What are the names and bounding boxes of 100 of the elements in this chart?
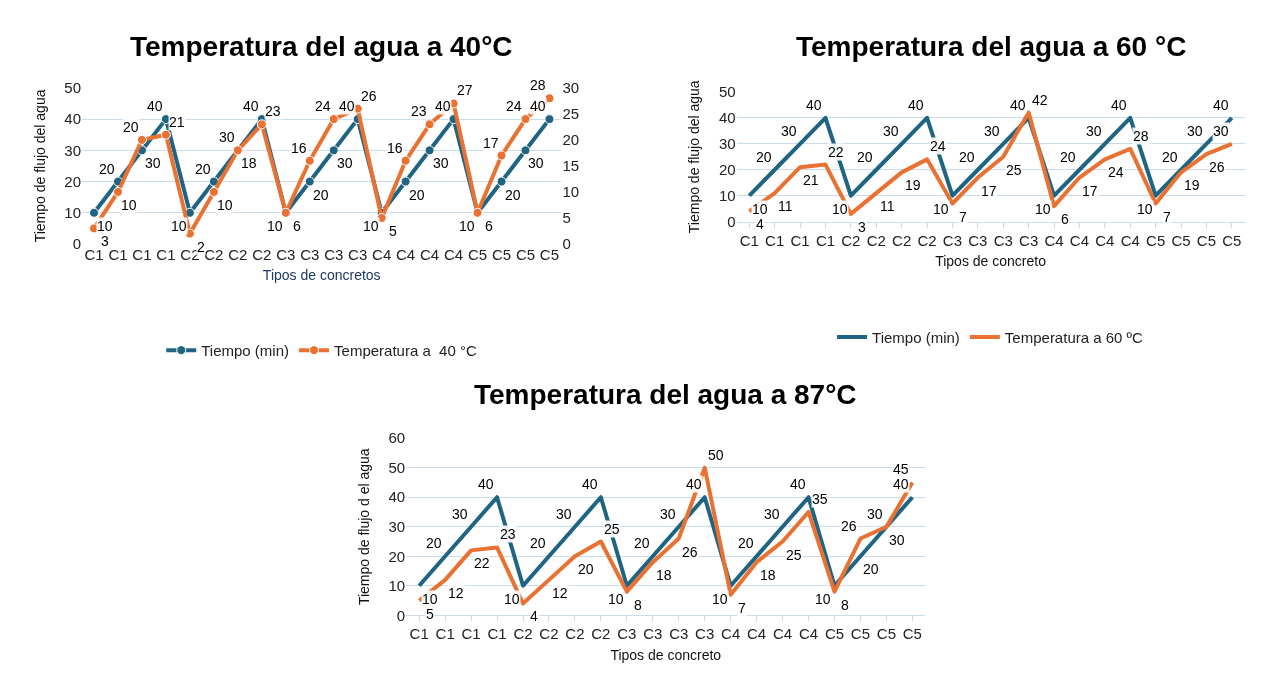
data-label: 5 (426, 606, 434, 622)
data-label: 23 (500, 526, 516, 542)
x-tick-label: C2 (539, 625, 559, 643)
data-label: 20 (426, 535, 442, 551)
x-tick-label: C1 (156, 246, 176, 264)
y-tick-label: 0 (396, 606, 406, 624)
y-axis-title: Tiempo de flujo d el agua (356, 448, 373, 606)
x-axis-title: Tipos de concretos (262, 267, 381, 284)
data-label: 10 (752, 201, 768, 217)
point (208, 186, 219, 197)
data-label: 30 (889, 532, 905, 548)
data-label: 24 (506, 98, 522, 114)
data-label: 20 (505, 187, 521, 203)
data-label: 19 (905, 177, 921, 193)
data-label: 6 (1061, 211, 1069, 227)
x-tick-label: C4 (1095, 231, 1115, 249)
point (496, 150, 507, 161)
data-label: 10 (504, 591, 520, 607)
data-label: 8 (841, 597, 849, 613)
data-label: 45 (893, 461, 909, 477)
y-tick-label: 40 (718, 109, 736, 127)
data-label: 10 (1035, 201, 1051, 217)
data-label: 30 (764, 506, 780, 522)
data-label: 27 (457, 82, 473, 98)
point (89, 207, 100, 218)
point (400, 155, 411, 166)
data-label: 26 (1209, 159, 1225, 175)
data-label: 10 (1137, 201, 1153, 217)
data-label: 20 (959, 149, 975, 165)
x-tick-label: C2 (591, 625, 611, 643)
data-label: 25 (1006, 162, 1022, 178)
data-label: 10 (363, 218, 379, 234)
x-tick-label: C3 (942, 231, 963, 249)
data-label: 20 (1060, 149, 1076, 165)
x-tick-label: C2 (204, 246, 224, 264)
data-label: 24 (1108, 164, 1124, 180)
data-label: 40 (1213, 97, 1229, 113)
x-axis-title: Tipos de concreto (935, 253, 1047, 269)
point (520, 114, 531, 125)
x-tick-label: C1 (409, 625, 429, 643)
data-label: 30 (433, 155, 449, 171)
x-tick-label: C4 (443, 246, 464, 264)
data-label: 28 (530, 77, 546, 93)
x-tick-label: C2 (513, 625, 533, 643)
x-tick-label: C3 (324, 246, 344, 264)
point (328, 114, 339, 125)
data-label: 11 (778, 198, 793, 214)
y-tick-label: 0 (72, 235, 82, 253)
data-label: 7 (1163, 209, 1171, 225)
point (136, 134, 147, 145)
x-tick-label: C5 (515, 246, 536, 264)
data-label: 40 (908, 97, 924, 113)
data-label: 40 (530, 98, 546, 114)
y-tick-label: 50 (388, 458, 406, 476)
y2-tick-label: 0 (562, 235, 571, 253)
data-label: 18 (760, 567, 776, 583)
data-label: 30 (660, 506, 676, 522)
data-label: 30 (1187, 123, 1203, 139)
data-label: 30 (528, 155, 544, 171)
data-label: 10 (608, 591, 624, 607)
x-tick-label: C1 (790, 231, 810, 249)
x-tick-label: C2 (866, 231, 886, 249)
point (424, 145, 435, 156)
data-label: 23 (265, 103, 281, 119)
y-tick-label: 20 (388, 547, 406, 565)
x-tick-label: C3 (669, 625, 689, 643)
y2-tick-label: 15 (562, 157, 580, 175)
x-tick-label: C5 (824, 625, 845, 643)
data-label: 10 (933, 201, 949, 217)
x-tick-label: C2 (841, 231, 861, 249)
x-axis-title: Tipos de concreto (610, 646, 722, 663)
y-tick-label: 50 (718, 83, 736, 101)
y-tick-label: 30 (388, 517, 406, 535)
legend-label: Tiempo (min) (872, 328, 960, 346)
data-label: 26 (361, 88, 377, 104)
data-label: 12 (552, 585, 568, 601)
data-label: 10 (815, 591, 831, 607)
x-tick-label: C1 (461, 625, 481, 643)
data-label: 24 (930, 138, 946, 154)
data-label: 30 (1086, 123, 1102, 139)
data-label: 20 (99, 161, 115, 177)
y2-tick-label: 25 (562, 105, 580, 123)
point (496, 176, 507, 187)
data-label: 40 (1010, 97, 1026, 113)
x-tick-label: C4 (396, 246, 416, 264)
data-label: 30 (452, 506, 468, 522)
x-tick-label: C5 (539, 246, 560, 264)
point (544, 93, 555, 104)
x-tick-label: C4 (747, 625, 767, 643)
x-tick-label: C1 (815, 231, 836, 249)
y2-tick-label: 5 (562, 209, 571, 227)
data-label: 10 (121, 197, 137, 213)
y2-tick-label: 10 (562, 183, 580, 201)
data-label: 12 (448, 585, 464, 601)
data-label: 30 (1213, 123, 1229, 139)
data-label: 10 (459, 218, 475, 234)
y-tick-label: 40 (64, 110, 82, 128)
data-label: 30 (145, 155, 161, 171)
data-label: 17 (483, 135, 499, 151)
data-label: 6 (485, 218, 493, 234)
